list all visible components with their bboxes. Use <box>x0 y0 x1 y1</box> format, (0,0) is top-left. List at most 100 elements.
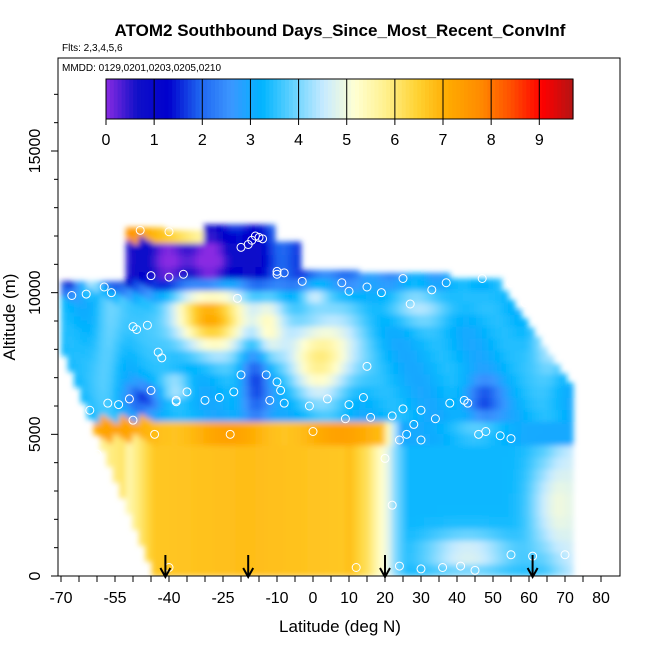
field-cell <box>223 421 231 434</box>
field-cell <box>261 564 269 576</box>
field-cell <box>177 385 185 399</box>
field-cell <box>235 397 244 410</box>
field-cell <box>540 445 548 458</box>
field-cell <box>391 552 399 565</box>
field-cell <box>261 278 269 291</box>
field-cell <box>203 224 211 232</box>
field-cell <box>423 457 431 470</box>
field-cell <box>248 224 256 232</box>
field-cell <box>132 386 140 400</box>
field-cell <box>287 349 295 363</box>
field-cell <box>158 457 166 470</box>
field-cell <box>501 552 509 565</box>
field-cell <box>106 430 114 444</box>
field-cell <box>171 552 179 565</box>
field-cell <box>365 349 373 363</box>
field-cell <box>229 552 237 565</box>
colorbar-swatch <box>137 79 142 119</box>
field-cell <box>326 421 334 434</box>
field-cell <box>320 314 328 327</box>
observation-point <box>261 370 271 380</box>
field-cell <box>203 326 211 339</box>
field-cell <box>326 480 334 494</box>
field-cell <box>261 457 269 470</box>
field-cell <box>410 373 418 387</box>
field-cell <box>223 224 231 232</box>
field-cell <box>339 373 347 387</box>
field-cell <box>281 409 289 422</box>
field-cell <box>404 290 412 303</box>
field-cell <box>242 242 250 256</box>
field-cell <box>274 314 282 327</box>
field-cell <box>177 326 185 339</box>
observation-point <box>376 288 386 298</box>
field-cell <box>294 397 302 410</box>
field-cell <box>164 302 172 315</box>
field-cell <box>203 480 211 494</box>
field-cell <box>223 266 231 280</box>
field-cell <box>423 290 431 303</box>
colorbar-swatch <box>214 79 220 119</box>
field-cell <box>534 409 542 422</box>
observation-point <box>409 419 419 429</box>
field-cell <box>397 480 406 494</box>
field-cell <box>417 373 425 387</box>
field-cell <box>547 492 555 506</box>
colorbar-tick-label: 8 <box>487 132 496 149</box>
field-cell <box>475 361 483 375</box>
field-cell <box>559 516 568 529</box>
observation-point <box>337 278 347 288</box>
field-cell <box>372 272 380 280</box>
field-cell <box>475 326 483 339</box>
field-cell <box>456 338 464 351</box>
field-cell <box>443 314 451 327</box>
field-cell <box>488 433 496 446</box>
field-cell <box>365 397 373 410</box>
field-cell <box>372 492 380 506</box>
field-cell <box>274 385 282 399</box>
colorbar-swatch <box>226 79 232 119</box>
field-cell <box>365 302 373 315</box>
field-cell <box>436 540 444 553</box>
field-cell <box>93 363 101 376</box>
field-cell <box>410 302 418 315</box>
field-cell <box>274 540 282 553</box>
field-cell <box>352 373 360 387</box>
field-cell <box>527 445 535 458</box>
field-cell <box>281 397 289 410</box>
field-cell <box>294 314 302 327</box>
field-cell <box>216 230 224 244</box>
observation-point <box>387 411 397 421</box>
field-cell <box>177 266 185 280</box>
field-cell <box>248 409 256 422</box>
field-cell <box>223 314 231 327</box>
field-cell <box>391 421 399 434</box>
field-cell <box>391 409 399 422</box>
field-cell <box>553 421 561 434</box>
colorbar-swatch <box>195 79 200 119</box>
field-cell <box>287 373 295 387</box>
field-cell <box>223 552 231 565</box>
field-cell <box>339 278 347 291</box>
field-cell <box>423 409 431 422</box>
field-cell <box>469 421 477 434</box>
field-cell <box>80 331 88 345</box>
field-cell <box>93 386 101 400</box>
field-cell <box>255 421 263 434</box>
observation-point <box>146 385 156 395</box>
field-cell <box>138 295 146 308</box>
field-cell <box>223 516 231 529</box>
field-cell <box>391 492 399 506</box>
field-cell <box>171 361 179 375</box>
field-cell <box>235 480 244 494</box>
field-cell <box>248 540 256 553</box>
field-cell <box>210 468 218 482</box>
field-cell <box>190 278 198 291</box>
field-cell <box>216 409 224 422</box>
field-cell <box>184 230 192 232</box>
field-cell <box>80 281 88 285</box>
field-cell <box>145 358 153 372</box>
field-cell <box>261 528 269 541</box>
field-cell <box>385 349 393 363</box>
field-cell <box>300 338 308 351</box>
